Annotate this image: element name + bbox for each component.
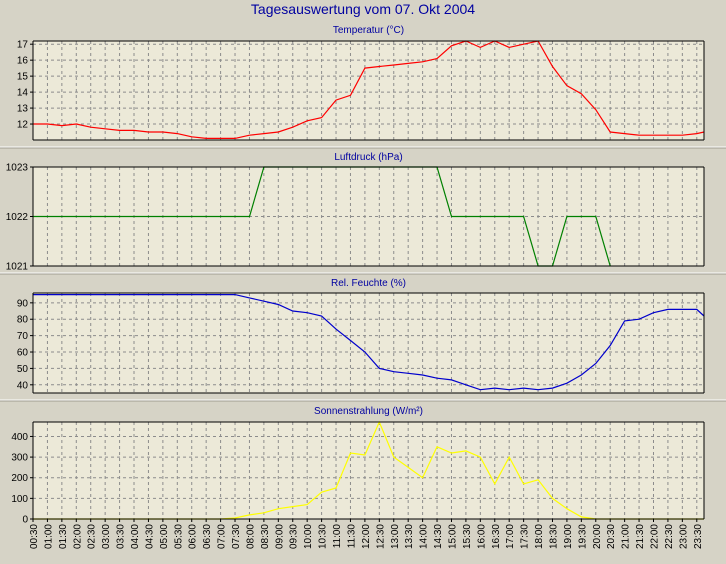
x-tick-label: 02:30 (87, 524, 98, 549)
x-tick-label: 12:30 (375, 524, 386, 549)
x-tick-label: 17:30 (520, 524, 531, 549)
x-tick-label: 22:00 (649, 524, 660, 549)
y-tick-label: 1023 (6, 163, 29, 174)
series-line (33, 294, 705, 391)
x-tick-label: 15:00 (447, 524, 458, 549)
x-tick-label: 03:00 (101, 524, 112, 549)
x-tick-label: 07:00 (217, 524, 228, 549)
series-line (33, 40, 705, 139)
x-tick-label: 20:30 (606, 524, 617, 549)
x-tick-label: 04:30 (144, 524, 155, 549)
y-tick-label: 60 (17, 348, 29, 359)
x-tick-label: 13:00 (390, 524, 401, 549)
y-tick-label: 40 (17, 380, 29, 391)
y-tick-label: 16 (17, 56, 29, 67)
chart-title: Temperatur (°C) (333, 25, 404, 36)
x-tick-label: 09:00 (274, 524, 285, 549)
x-tick-label: 05:30 (173, 524, 184, 549)
x-tick-label: 06:00 (188, 524, 199, 549)
x-tick-label: 21:00 (621, 524, 632, 549)
x-tick-label: 14:30 (433, 524, 444, 549)
y-tick-label: 13 (17, 104, 29, 115)
x-tick-label: 00:30 (29, 524, 40, 549)
x-tick-label: 14:00 (419, 524, 430, 549)
x-tick-label: 20:00 (592, 524, 603, 549)
x-tick-label: 08:30 (260, 524, 271, 549)
x-tick-label: 04:00 (130, 524, 141, 549)
y-tick-label: 17 (17, 40, 29, 51)
y-tick-label: 12 (17, 120, 29, 131)
plot-area (33, 422, 704, 519)
y-tick-label: 70 (17, 331, 29, 342)
x-tick-label: 07:30 (231, 524, 242, 549)
x-tick-label: 17:00 (505, 524, 516, 549)
y-tick-label: 400 (11, 432, 28, 443)
x-tick-label: 11:30 (346, 524, 357, 549)
x-tick-label: 23:00 (678, 524, 689, 549)
y-tick-label: 1022 (6, 212, 29, 223)
y-tick-label: 1021 (6, 262, 29, 273)
chart-title: Luftdruck (hPa) (334, 152, 402, 163)
x-tick-label: 01:30 (58, 524, 69, 549)
x-tick-label: 23:30 (693, 524, 704, 549)
x-tick-label: 06:30 (202, 524, 213, 549)
x-tick-label: 05:00 (159, 524, 170, 549)
chart-title: Rel. Feuchte (%) (331, 278, 406, 289)
plot-area (33, 41, 704, 140)
x-tick-label: 09:30 (289, 524, 300, 549)
x-tick-label: 18:00 (534, 524, 545, 549)
x-tick-label: 10:30 (318, 524, 329, 549)
x-tick-label: 18:30 (548, 524, 559, 549)
y-tick-label: 300 (11, 453, 28, 464)
x-tick-label: 08:00 (245, 524, 256, 549)
chart-title: Sonnenstrahlung (W/m²) (314, 406, 423, 417)
x-tick-label: 16:00 (476, 524, 487, 549)
x-tick-label: 10:00 (303, 524, 314, 549)
x-tick-label: 03:30 (116, 524, 127, 549)
y-tick-label: 100 (11, 494, 28, 505)
y-tick-label: 80 (17, 315, 29, 326)
y-tick-label: 0 (22, 515, 28, 526)
x-tick-label: 21:30 (635, 524, 646, 549)
y-tick-label: 90 (17, 298, 29, 309)
page-title: Tagesauswertung vom 07. Okt 2004 (250, 1, 476, 17)
x-tick-label: 11:00 (332, 524, 343, 549)
x-tick-label: 01:00 (43, 524, 54, 549)
x-tick-label: 22:30 (664, 524, 675, 549)
plot-area (33, 293, 704, 393)
x-tick-label: 02:00 (72, 524, 83, 549)
y-tick-label: 14 (17, 88, 29, 99)
x-tick-label: 15:30 (462, 524, 473, 549)
y-tick-label: 15 (17, 72, 29, 83)
y-tick-label: 50 (17, 364, 29, 375)
x-tick-label: 16:30 (491, 524, 502, 549)
y-tick-label: 200 (11, 473, 28, 484)
x-tick-label: 19:30 (577, 524, 588, 549)
x-tick-label: 19:00 (563, 524, 574, 549)
x-tick-label: 13:30 (404, 524, 415, 549)
x-tick-label: 12:00 (361, 524, 372, 549)
